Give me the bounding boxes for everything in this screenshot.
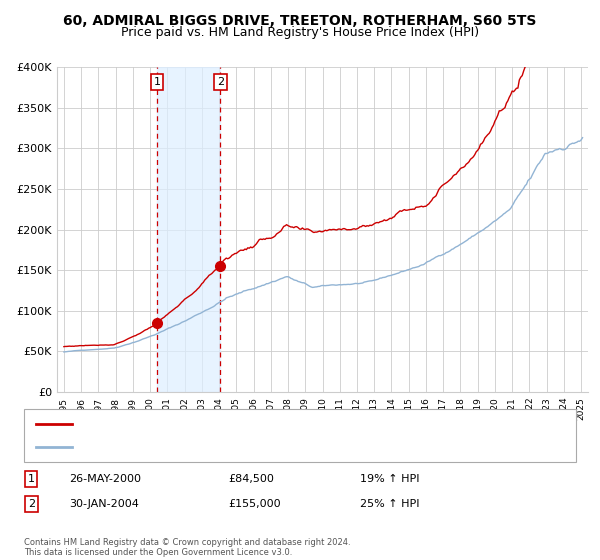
Text: £84,500: £84,500 [228, 474, 274, 484]
Text: HPI: Average price, detached house, Rotherham: HPI: Average price, detached house, Roth… [78, 442, 328, 452]
Text: 2: 2 [28, 499, 35, 509]
Text: 60, ADMIRAL BIGGS DRIVE, TREETON, ROTHERHAM, S60 5TS (detached house): 60, ADMIRAL BIGGS DRIVE, TREETON, ROTHER… [78, 419, 488, 429]
Text: 1: 1 [154, 77, 160, 87]
Text: 30-JAN-2004: 30-JAN-2004 [69, 499, 139, 509]
Bar [157, 67, 220, 392]
Text: 1: 1 [28, 474, 35, 484]
Text: £155,000: £155,000 [228, 499, 281, 509]
Text: 60, ADMIRAL BIGGS DRIVE, TREETON, ROTHERHAM, S60 5TS: 60, ADMIRAL BIGGS DRIVE, TREETON, ROTHER… [64, 14, 536, 28]
Text: 2: 2 [217, 77, 224, 87]
Text: Contains HM Land Registry data © Crown copyright and database right 2024.
This d: Contains HM Land Registry data © Crown c… [24, 538, 350, 557]
Text: Price paid vs. HM Land Registry's House Price Index (HPI): Price paid vs. HM Land Registry's House … [121, 26, 479, 39]
Text: 19% ↑ HPI: 19% ↑ HPI [360, 474, 419, 484]
Text: 25% ↑ HPI: 25% ↑ HPI [360, 499, 419, 509]
Text: 26-MAY-2000: 26-MAY-2000 [69, 474, 141, 484]
